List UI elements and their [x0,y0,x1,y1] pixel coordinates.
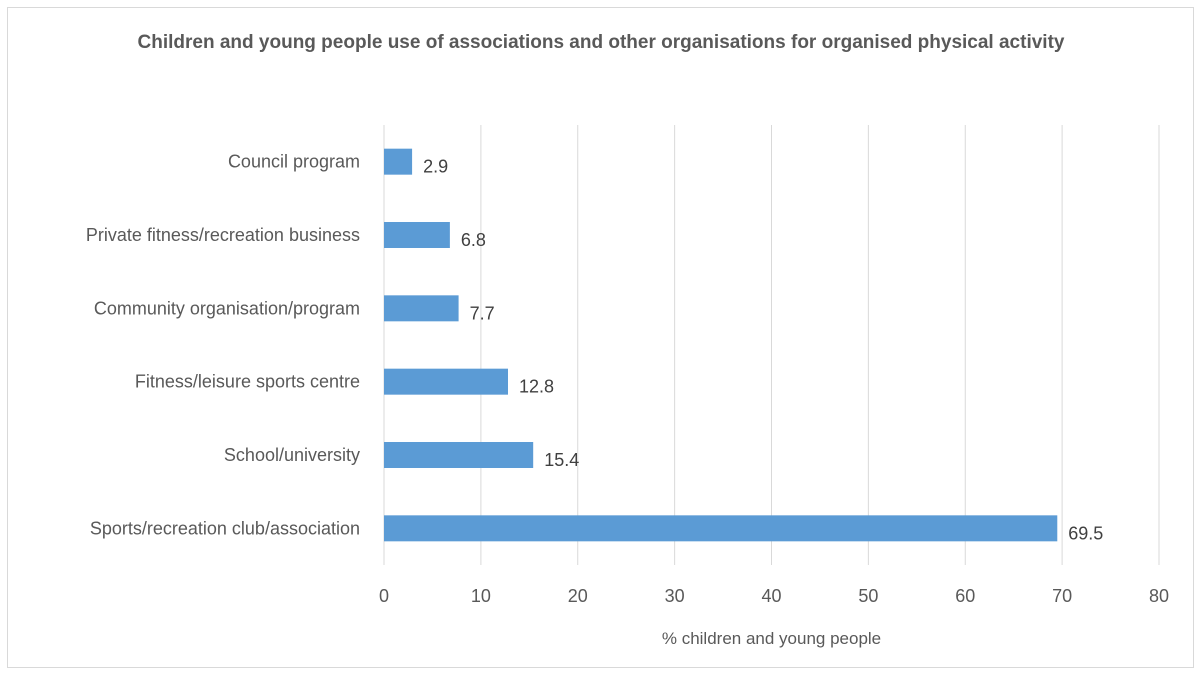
tick-labels: 0 10 20 30 40 50 60 70 80 [379,586,1169,606]
x-tick-label: 50 [858,586,878,606]
category-label: Community organisation/program [94,298,360,318]
category-label: School/university [224,445,360,465]
data-labels: 2.9 6.8 7.7 12.8 15.4 69.5 [423,157,1103,544]
data-label: 6.8 [461,230,486,250]
x-tick-label: 40 [761,586,781,606]
x-tick-label: 10 [471,586,491,606]
bars [384,148,1058,542]
x-tick-label: 20 [568,586,588,606]
chart-frame [7,7,1194,668]
data-label: 2.9 [423,157,448,177]
gridlines [383,125,1160,565]
data-label: 69.5 [1068,523,1103,543]
x-tick-label: 30 [665,586,685,606]
x-tick-label: 0 [379,586,389,606]
bar [384,515,1058,542]
bar [384,222,450,248]
x-axis-label: % children and young people [662,629,881,648]
data-label: 7.7 [470,303,495,323]
category-label: Private fitness/recreation business [86,225,360,245]
bar [384,368,508,395]
category-label: Sports/recreation club/association [90,518,360,538]
category-labels: Council program Private fitness/recreatio… [86,152,360,539]
bar [384,148,413,175]
category-label: Council program [228,152,360,172]
category-label: Fitness/leisure sports centre [135,372,360,392]
x-tick-label: 70 [1052,586,1072,606]
bar [384,442,534,468]
data-label: 15.4 [544,450,579,470]
x-tick-label: 60 [955,586,975,606]
chart-title: Children and young people use of associa… [137,32,1065,53]
bar [384,295,459,322]
x-tick-label: 80 [1149,586,1169,606]
data-label: 12.8 [519,377,554,397]
